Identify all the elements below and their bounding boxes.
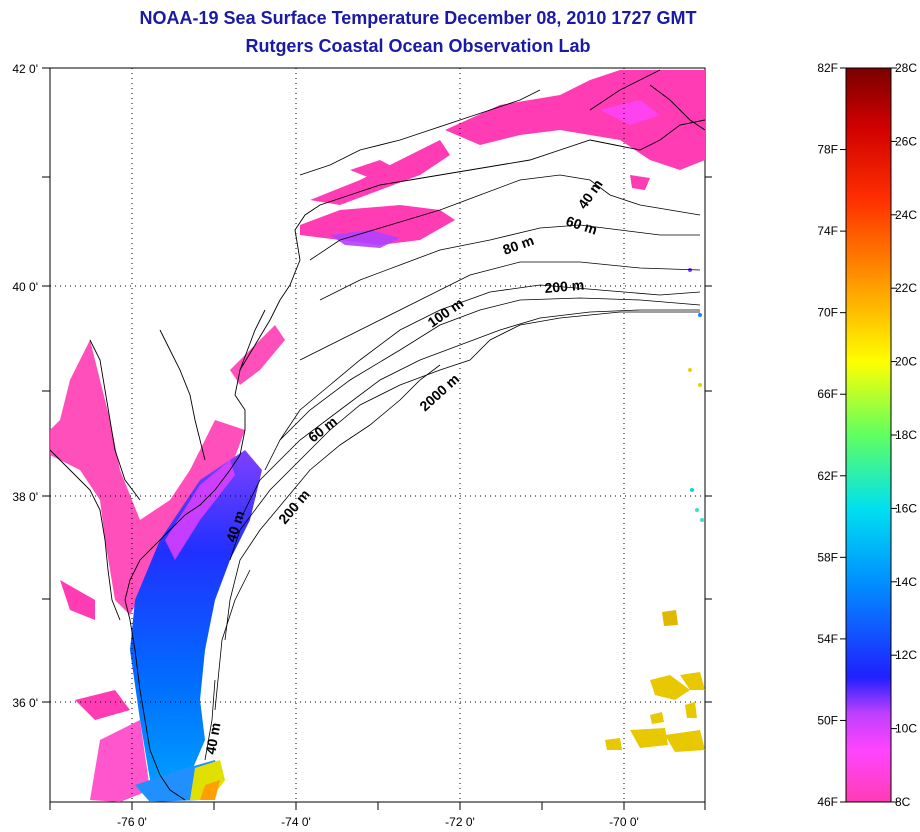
colorbar-label-c: 22C [895,281,917,295]
lon-tick-label: -70 0' [609,815,639,829]
colorbar-label-c: 26C [895,134,917,148]
colorbar-label-c: 14C [895,575,917,589]
colorbar-label-c: 28C [895,61,917,75]
lon-tick-label: -76 0' [117,815,147,829]
axis-ticks [42,67,712,810]
colorbar-label-f: 58F [817,550,838,564]
lat-axis-labels: 42 0' 40 0' 38 0' 36 0' [12,62,38,710]
colorbar-label-f: 62F [817,469,838,483]
colorbar [845,67,892,803]
colorbar-label-c: 8C [895,795,911,809]
colorbar-label-f: 74F [817,224,838,238]
lat-tick-label: 38 0' [12,490,38,504]
graticule [50,68,705,802]
bathymetry-contours [204,174,701,761]
lon-axis-labels: -76 0' -74 0' -72 0' -70 0' [117,815,639,829]
colorbar-label-f: 82F [817,61,838,75]
map-subtitle: Rutgers Coastal Ocean Observation Lab [245,36,591,56]
colorbar-right-labels: 28C 26C 24C 22C 20C 18C 16C 14C 12C 10C 8C [891,61,917,809]
contour-label: 200 m [544,277,585,296]
lat-tick-label: 40 0' [12,280,38,294]
colorbar-label-c: 12C [895,648,917,662]
colorbar-left-labels: 82F 78F 74F 70F 66F 62F 58F 54F 50F 46F [817,61,846,809]
colorbar-label-f: 46F [817,795,838,809]
sst-patches [50,70,705,802]
colorbar-label-c: 10C [895,722,917,736]
colorbar-label-f: 54F [817,632,838,646]
colorbar-label-f: 50F [817,713,838,727]
colorbar-label-f: 70F [817,306,838,320]
coastline [49,69,706,801]
colorbar-label-c: 16C [895,501,917,515]
colorbar-label-f: 66F [817,387,838,401]
lon-tick-label: -74 0' [281,815,311,829]
colorbar-label-f: 78F [817,143,838,157]
colorbar-label-c: 18C [895,428,917,442]
lon-tick-label: -72 0' [445,815,475,829]
contour-label: 40 m [202,721,223,755]
colorbar-label-c: 20C [895,355,917,369]
map-title: NOAA-19 Sea Surface Temperature December… [139,8,697,28]
colorbar-label-c: 24C [895,208,917,222]
lat-tick-label: 42 0' [12,62,38,76]
lat-tick-label: 36 0' [12,696,38,710]
